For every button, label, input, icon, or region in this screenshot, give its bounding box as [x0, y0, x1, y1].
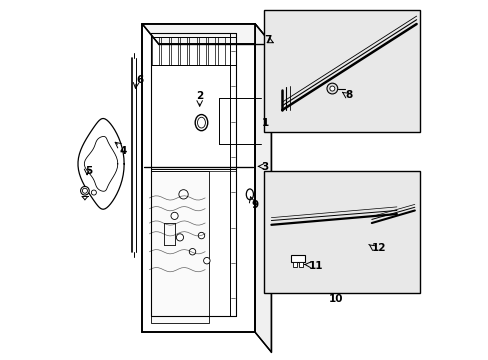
Text: 11: 11 — [308, 261, 323, 271]
Text: 10: 10 — [328, 294, 343, 304]
Text: 2: 2 — [196, 91, 203, 101]
Circle shape — [189, 248, 195, 255]
Text: 4: 4 — [120, 145, 127, 156]
Ellipse shape — [197, 117, 205, 128]
Circle shape — [198, 232, 204, 239]
Circle shape — [176, 234, 183, 241]
Polygon shape — [151, 171, 208, 323]
Text: 6: 6 — [136, 75, 143, 85]
Text: 7: 7 — [264, 35, 271, 45]
Bar — [298, 262, 303, 267]
Circle shape — [179, 190, 188, 199]
Bar — [264, 10, 419, 132]
Circle shape — [203, 257, 210, 264]
Ellipse shape — [246, 189, 253, 200]
Circle shape — [81, 186, 89, 195]
Text: 1: 1 — [261, 118, 268, 128]
Bar — [264, 171, 419, 293]
Circle shape — [91, 190, 96, 195]
Polygon shape — [142, 24, 271, 44]
Text: 3: 3 — [261, 162, 268, 172]
Circle shape — [326, 83, 337, 94]
Bar — [292, 262, 297, 267]
Text: 12: 12 — [371, 243, 386, 253]
Circle shape — [329, 86, 334, 91]
Circle shape — [82, 188, 87, 193]
Text: 8: 8 — [345, 90, 352, 100]
Text: 5: 5 — [85, 166, 93, 176]
Circle shape — [171, 212, 178, 220]
Ellipse shape — [195, 114, 207, 131]
Polygon shape — [255, 24, 271, 352]
Text: 9: 9 — [251, 200, 258, 210]
Bar — [290, 255, 305, 262]
Polygon shape — [142, 24, 255, 332]
